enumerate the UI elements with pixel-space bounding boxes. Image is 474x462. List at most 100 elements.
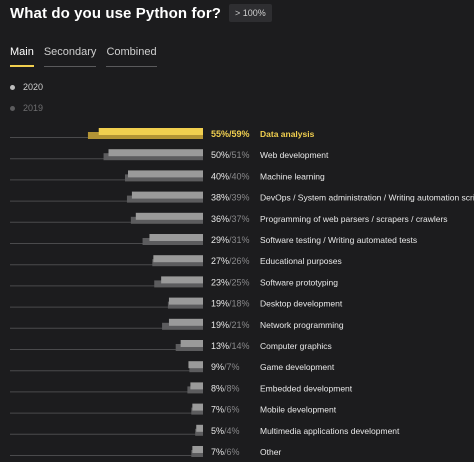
bar-2020	[131, 191, 203, 199]
value-label: 5%/4%	[211, 426, 240, 436]
value-label-2020: 19%	[211, 299, 229, 309]
bar-2019	[125, 174, 203, 182]
bar-2020	[180, 340, 203, 347]
category-label: Game development	[260, 362, 335, 372]
legend-label-2020: 2020	[23, 82, 44, 92]
value-label: 36%/37%	[211, 214, 250, 224]
value-label-2019: /14%	[229, 341, 250, 351]
legend-label-2019: 2019	[23, 103, 44, 113]
value-label: 27%/26%	[211, 256, 250, 266]
value-label: 19%/18%	[211, 299, 250, 309]
value-label-2019: /37%	[229, 214, 250, 224]
category-label: Desktop development	[260, 299, 343, 309]
value-label-2020: 55%	[211, 129, 229, 139]
value-label-2019: /6%	[224, 447, 240, 457]
value-label-2019: /21%	[229, 320, 250, 330]
category-label: Software testing / Writing automated tes…	[260, 235, 417, 245]
value-label-2020: 9%	[211, 362, 224, 372]
value-label-2019: /4%	[224, 426, 240, 436]
value-label: 29%/31%	[211, 235, 250, 245]
value-label-2020: 7%	[211, 405, 224, 415]
bar-2020	[168, 318, 203, 326]
bar-2019	[195, 428, 203, 436]
value-label-2020: 36%	[211, 214, 229, 224]
bar-2019	[167, 301, 203, 309]
value-label: 19%/21%	[211, 320, 250, 330]
legend-dot-icon	[10, 84, 15, 90]
legend-item-2020[interactable]: 2020	[10, 81, 43, 93]
category-label: Multimedia applications development	[260, 426, 400, 436]
value-label-2019: /39%	[229, 193, 250, 203]
value-label-2019: /26%	[229, 256, 250, 266]
value-label-2019: /8%	[224, 383, 240, 393]
bar-2020	[98, 128, 203, 135]
value-label-2019: /18%	[229, 299, 250, 309]
value-label-2019: /40%	[229, 171, 250, 181]
value-label-2019: /25%	[229, 277, 250, 287]
tab-combined[interactable]: Combined	[106, 46, 157, 67]
bar-2019	[189, 365, 203, 373]
value-label-2020: 19%	[211, 320, 229, 330]
bar-2019	[187, 386, 203, 394]
bar-2019	[191, 450, 203, 457]
value-label-2019: /51%	[229, 150, 250, 160]
category-label: Computer graphics	[260, 341, 332, 351]
category-label: Mobile development	[260, 405, 337, 415]
total-badge: > 100%	[229, 4, 272, 22]
value-label: 50%/51%	[211, 150, 250, 160]
python-usage-bar-chart: 55%/59% Data analysis 50%/51% Web developme…	[10, 128, 474, 457]
category-label: Machine learning	[260, 171, 325, 181]
bar-2020	[192, 446, 203, 453]
category-label: Educational purposes	[260, 256, 342, 266]
value-label-2020: 50%	[211, 150, 229, 160]
value-label: 9%/7%	[211, 362, 240, 372]
category-label: Software prototyping	[260, 277, 338, 287]
category-label: Data analysis	[260, 129, 315, 139]
tab-main[interactable]: Main	[10, 46, 34, 67]
bar-2020	[149, 234, 203, 241]
value-label: 7%/6%	[211, 405, 240, 415]
bar-2020	[188, 361, 203, 369]
category-label: Embedded development	[260, 383, 353, 393]
value-label: 8%/8%	[211, 383, 240, 393]
tab-secondary[interactable]: Secondary	[43, 46, 97, 67]
value-label: 23%/25%	[211, 277, 250, 287]
value-label-2020: 38%	[211, 193, 229, 203]
bar-2019	[162, 322, 203, 330]
bar-2020	[128, 170, 203, 178]
value-label: 13%/14%	[211, 341, 250, 351]
bar-2019	[154, 280, 203, 288]
value-label: 40%/40%	[211, 171, 250, 181]
category-label: Network programming	[260, 320, 344, 330]
value-label-2020: 13%	[211, 341, 229, 351]
value-label: 7%/6%	[211, 447, 240, 457]
value-label: 38%/39%	[211, 193, 250, 203]
legend-dot-icon	[10, 105, 15, 111]
value-label-2019: /31%	[229, 235, 250, 245]
bar-2020	[168, 297, 203, 305]
legend-item-2019[interactable]: 2019	[10, 102, 43, 114]
value-label-2020: 29%	[211, 235, 229, 245]
page-title: What do you use Python for?	[10, 4, 222, 22]
value-label-2020: 23%	[211, 277, 229, 287]
value-label-2019: /59%	[229, 129, 250, 139]
bar-2020	[108, 149, 203, 157]
bar-2019	[103, 153, 203, 161]
value-label: 55%/59%	[211, 129, 250, 139]
value-label-2020: 5%	[211, 426, 224, 436]
bar-2019	[130, 216, 203, 224]
category-label: Other	[260, 447, 281, 457]
value-label-2020: 7%	[211, 447, 224, 457]
bar-2019	[142, 238, 203, 245]
category-label: Programming of web parsers / scrapers / …	[260, 214, 448, 224]
title-row: What do you use Python for? > 100%	[10, 4, 272, 22]
category-label: DevOps / System administration / Writing…	[260, 193, 474, 203]
bar-2020	[196, 424, 203, 432]
bar-2020	[190, 382, 203, 390]
chart-legend: 2020 2019	[10, 81, 43, 123]
bar-2019	[126, 195, 203, 203]
category-label: Web development	[260, 150, 329, 160]
bar-2019	[152, 259, 203, 267]
bar-2019	[87, 132, 203, 139]
bar-2020	[135, 212, 203, 220]
